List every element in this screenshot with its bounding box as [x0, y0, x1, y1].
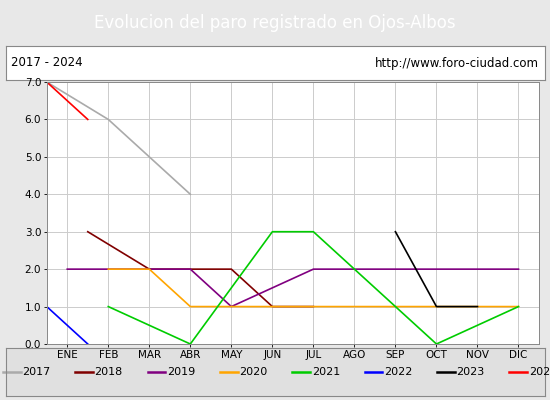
Text: 2017 - 2024: 2017 - 2024 [11, 56, 82, 70]
Text: 2023: 2023 [456, 367, 485, 377]
Text: 2021: 2021 [312, 367, 340, 377]
Text: 2018: 2018 [95, 367, 123, 377]
Text: 2022: 2022 [384, 367, 412, 377]
Text: 2020: 2020 [239, 367, 268, 377]
Text: 2017: 2017 [22, 367, 51, 377]
Text: 2019: 2019 [167, 367, 195, 377]
Text: Evolucion del paro registrado en Ojos-Albos: Evolucion del paro registrado en Ojos-Al… [94, 14, 456, 32]
Text: http://www.foro-ciudad.com: http://www.foro-ciudad.com [375, 56, 539, 70]
Text: 2024: 2024 [529, 367, 550, 377]
